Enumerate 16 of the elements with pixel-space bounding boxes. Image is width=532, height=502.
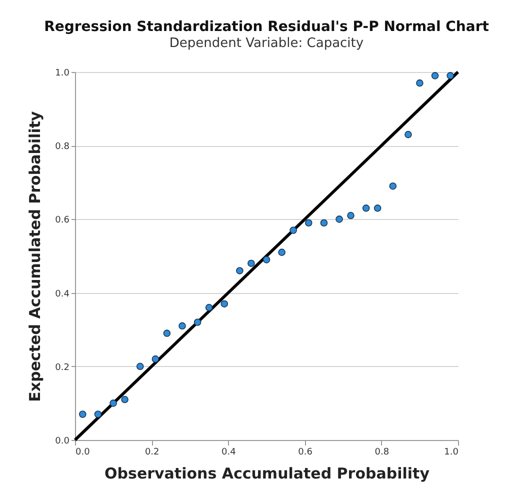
y-tick-label: 0.0 bbox=[55, 436, 70, 446]
x-tick-label: 1.0 bbox=[444, 448, 459, 458]
x-axis-title: Observations Accumulated Probability bbox=[104, 464, 430, 482]
x-tick-label: 0.0 bbox=[76, 448, 90, 458]
x-tick-label: 0.6 bbox=[298, 448, 313, 458]
y-tick-label: 0.6 bbox=[55, 216, 70, 226]
y-tick-label: 0.8 bbox=[55, 142, 70, 152]
chart-title: Regression Standardization Residual's P-P Normal Chart bbox=[44, 19, 490, 35]
y-tick-label: 0.2 bbox=[55, 362, 70, 373]
x-tick-label: 0.4 bbox=[222, 448, 236, 458]
x-tick-label: 0.8 bbox=[374, 448, 390, 458]
x-tick-label: 0.2 bbox=[144, 448, 160, 458]
y-axis-title: Expected Accumulated Probability bbox=[26, 110, 44, 402]
y-tick-label: 1.0 bbox=[55, 68, 70, 78]
y-tick-label: 0.4 bbox=[55, 289, 70, 300]
chart-subtitle: Dependent Variable: Capacity bbox=[169, 36, 364, 51]
